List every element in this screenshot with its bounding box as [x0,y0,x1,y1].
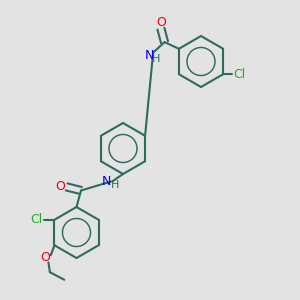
Text: Cl: Cl [30,213,43,226]
Text: H: H [111,180,119,190]
Text: N: N [145,49,154,62]
Text: O: O [40,251,50,264]
Text: N: N [101,175,111,188]
Text: H: H [152,54,160,64]
Text: O: O [156,16,166,28]
Text: Cl: Cl [233,68,246,81]
Text: O: O [55,180,65,194]
